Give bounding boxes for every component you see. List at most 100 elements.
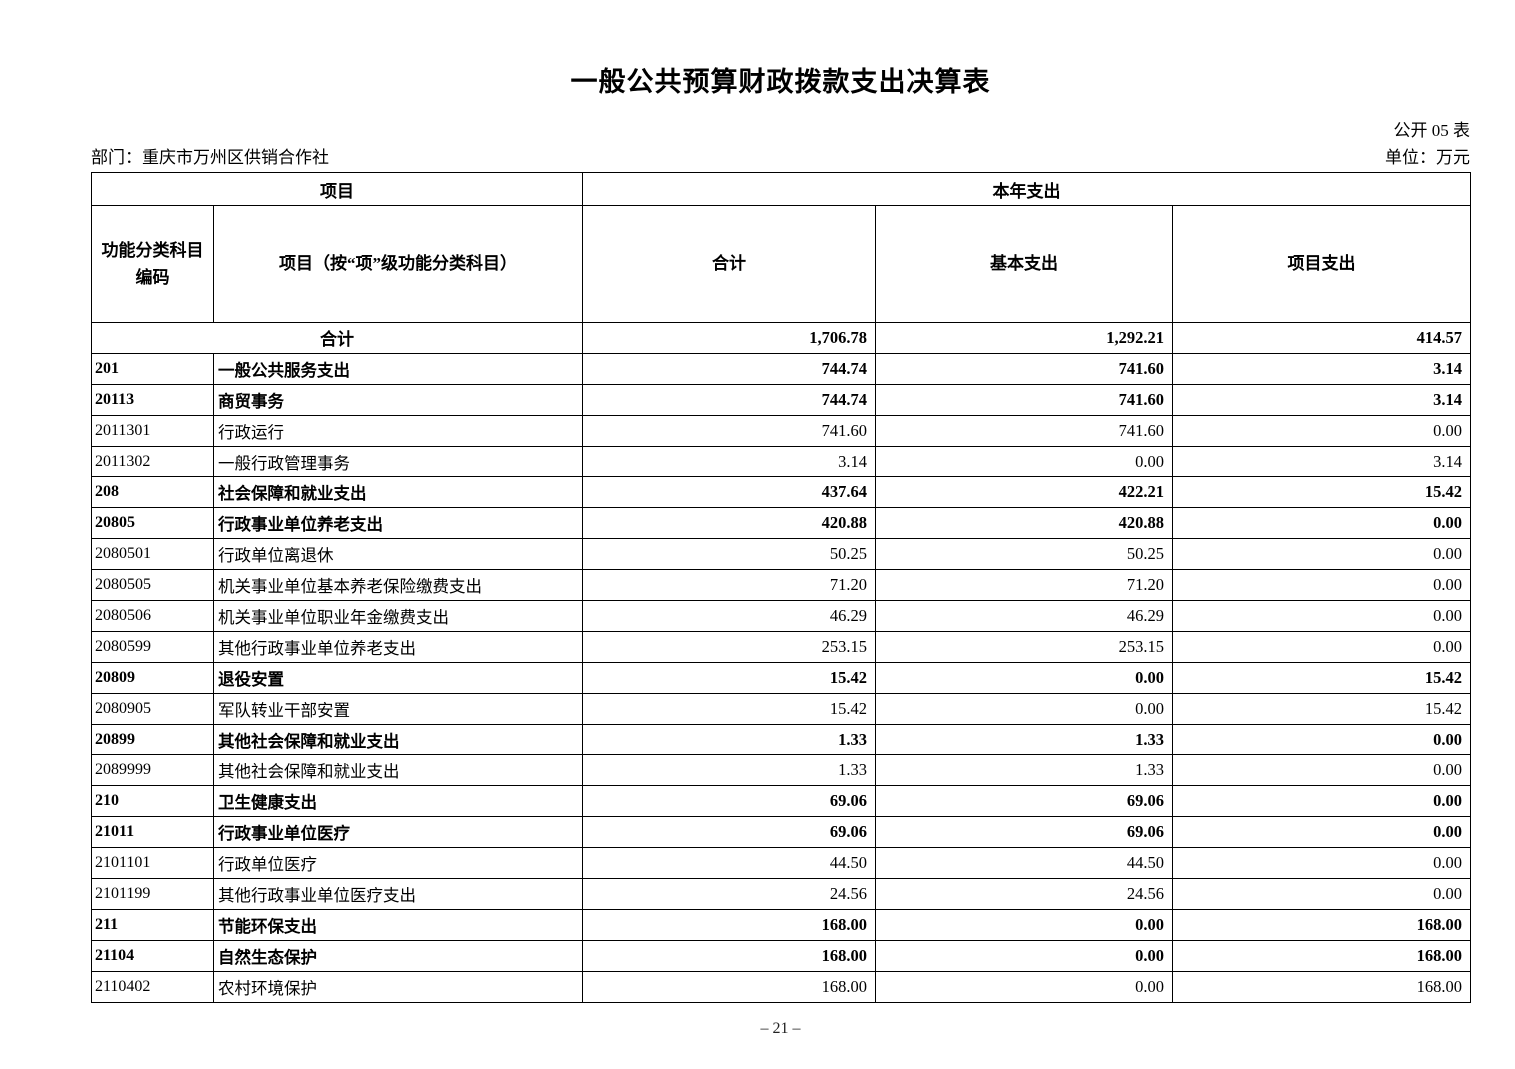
row-name: 机关事业单位基本养老保险缴费支出 <box>213 569 583 602</box>
row-project: 3.14 <box>1172 383 1471 416</box>
meta-row: 部门：重庆市万州区供销合作社 单位：万元 <box>91 143 1470 168</box>
row-code: 2011301 <box>91 414 214 447</box>
row-name: 其他社会保障和就业支出 <box>213 754 583 787</box>
row-total: 24.56 <box>582 878 876 910</box>
row-basic: 1.33 <box>875 723 1173 756</box>
table-row: 211 节能环保支出 168.00 0.00 168.00 <box>91 908 1471 941</box>
row-project: 0.00 <box>1172 847 1471 880</box>
row-total: 69.06 <box>582 816 876 849</box>
header-col-item: 项目（按“项”级功能分类科目） <box>213 205 583 323</box>
row-basic: 44.50 <box>875 847 1173 880</box>
row-basic: 741.60 <box>875 414 1173 447</box>
row-name: 合计 <box>91 322 583 354</box>
header-group-year-expense: 本年支出 <box>582 172 1471 206</box>
table-row: 2011302 一般行政管理事务 3.14 0.00 3.14 <box>91 445 1471 478</box>
table-row: 2080506 机关事业单位职业年金缴费支出 46.29 46.29 0.00 <box>91 600 1471 632</box>
row-project: 3.14 <box>1172 352 1471 385</box>
row-basic: 0.00 <box>875 445 1173 478</box>
row-total: 168.00 <box>582 908 876 941</box>
row-name: 卫生健康支出 <box>213 785 583 818</box>
page-number: – 21 – <box>760 1020 801 1037</box>
row-total: 69.06 <box>582 785 876 818</box>
header-col-basic: 基本支出 <box>875 205 1173 323</box>
row-basic: 0.00 <box>875 970 1173 1003</box>
row-name: 节能环保支出 <box>213 908 583 941</box>
table-row: 2080505 机关事业单位基本养老保险缴费支出 71.20 71.20 0.0… <box>91 569 1471 602</box>
row-name: 行政事业单位医疗 <box>213 816 583 849</box>
row-total: 744.74 <box>582 352 876 385</box>
row-project: 3.14 <box>1172 445 1471 478</box>
page-title: 一般公共预算财政拨款支出决算表 <box>570 67 991 97</box>
row-total: 168.00 <box>582 939 876 972</box>
row-total: 437.64 <box>582 476 876 509</box>
row-name: 其他行政事业单位医疗支出 <box>213 878 583 910</box>
row-code: 201 <box>91 352 214 385</box>
row-total: 1.33 <box>582 754 876 787</box>
row-name: 一般行政管理事务 <box>213 445 583 478</box>
row-basic: 422.21 <box>875 476 1173 509</box>
row-project: 168.00 <box>1172 939 1471 972</box>
row-project: 0.00 <box>1172 878 1471 910</box>
row-project: 0.00 <box>1172 569 1471 602</box>
table-row: 2101101 行政单位医疗 44.50 44.50 0.00 <box>91 847 1471 880</box>
table-row: 2110402 农村环境保护 168.00 0.00 168.00 <box>91 970 1471 1003</box>
row-total: 420.88 <box>582 507 876 540</box>
row-basic: 0.00 <box>875 908 1173 941</box>
table-row: 2080599 其他行政事业单位养老支出 253.15 253.15 0.00 <box>91 630 1471 663</box>
row-basic: 253.15 <box>875 630 1173 663</box>
row-total: 744.74 <box>582 383 876 416</box>
department-label: 部门：重庆市万州区供销合作社 <box>91 148 329 167</box>
row-code: 21011 <box>91 816 214 849</box>
row-total: 741.60 <box>582 414 876 447</box>
row-name: 农村环境保护 <box>213 970 583 1003</box>
row-code: 2080506 <box>91 600 214 632</box>
row-basic: 46.29 <box>875 600 1173 632</box>
row-code: 2011302 <box>91 445 214 478</box>
row-code: 2080905 <box>91 692 214 725</box>
table-row: 21011 行政事业单位医疗 69.06 69.06 0.00 <box>91 816 1471 849</box>
table-row: 2101199 其他行政事业单位医疗支出 24.56 24.56 0.00 <box>91 878 1471 910</box>
row-name: 商贸事务 <box>213 383 583 416</box>
header-group-item: 项目 <box>91 172 583 206</box>
row-project: 0.00 <box>1172 785 1471 818</box>
row-project: 15.42 <box>1172 476 1471 509</box>
row-code: 2080501 <box>91 538 214 571</box>
row-code: 20805 <box>91 507 214 540</box>
table-row: 208 社会保障和就业支出 437.64 422.21 15.42 <box>91 476 1471 509</box>
header-columns-row: 功能分类科目 编码 项目（按“项”级功能分类科目） 合计 基本支出 项目支出 <box>91 205 1471 323</box>
table-body: 合计 1,706.78 1,292.21 414.57 201 一般公共服务支出… <box>91 322 1471 1003</box>
budget-table: 项目 本年支出 功能分类科目 编码 项目（按“项”级功能分类科目） 合计 基本支… <box>91 172 1471 1003</box>
row-total: 3.14 <box>582 445 876 478</box>
header-col-project: 项目支出 <box>1172 205 1471 323</box>
row-basic: 741.60 <box>875 352 1173 385</box>
row-code: 20899 <box>91 723 214 756</box>
row-basic: 741.60 <box>875 383 1173 416</box>
row-basic: 24.56 <box>875 878 1173 910</box>
row-code: 2110402 <box>91 970 214 1003</box>
row-code: 2080505 <box>91 569 214 602</box>
header-col-total: 合计 <box>582 205 876 323</box>
row-total: 50.25 <box>582 538 876 571</box>
row-basic: 71.20 <box>875 569 1173 602</box>
row-project: 0.00 <box>1172 414 1471 447</box>
table-header: 项目 本年支出 功能分类科目 编码 项目（按“项”级功能分类科目） 合计 基本支… <box>91 172 1471 323</box>
row-basic: 50.25 <box>875 538 1173 571</box>
row-total: 1,706.78 <box>582 322 876 354</box>
row-code: 2101101 <box>91 847 214 880</box>
row-name: 社会保障和就业支出 <box>213 476 583 509</box>
row-basic: 420.88 <box>875 507 1173 540</box>
table-row: 2089999 其他社会保障和就业支出 1.33 1.33 0.00 <box>91 754 1471 787</box>
row-code: 21104 <box>91 939 214 972</box>
row-name: 其他行政事业单位养老支出 <box>213 630 583 663</box>
row-name: 其他社会保障和就业支出 <box>213 723 583 756</box>
row-project: 0.00 <box>1172 723 1471 756</box>
row-project: 0.00 <box>1172 600 1471 632</box>
table-row: 20809 退役安置 15.42 0.00 15.42 <box>91 661 1471 694</box>
row-project: 0.00 <box>1172 507 1471 540</box>
row-code: 2080599 <box>91 630 214 663</box>
table-row: 21104 自然生态保护 168.00 0.00 168.00 <box>91 939 1471 972</box>
row-project: 0.00 <box>1172 816 1471 849</box>
row-basic: 0.00 <box>875 692 1173 725</box>
row-total: 1.33 <box>582 723 876 756</box>
